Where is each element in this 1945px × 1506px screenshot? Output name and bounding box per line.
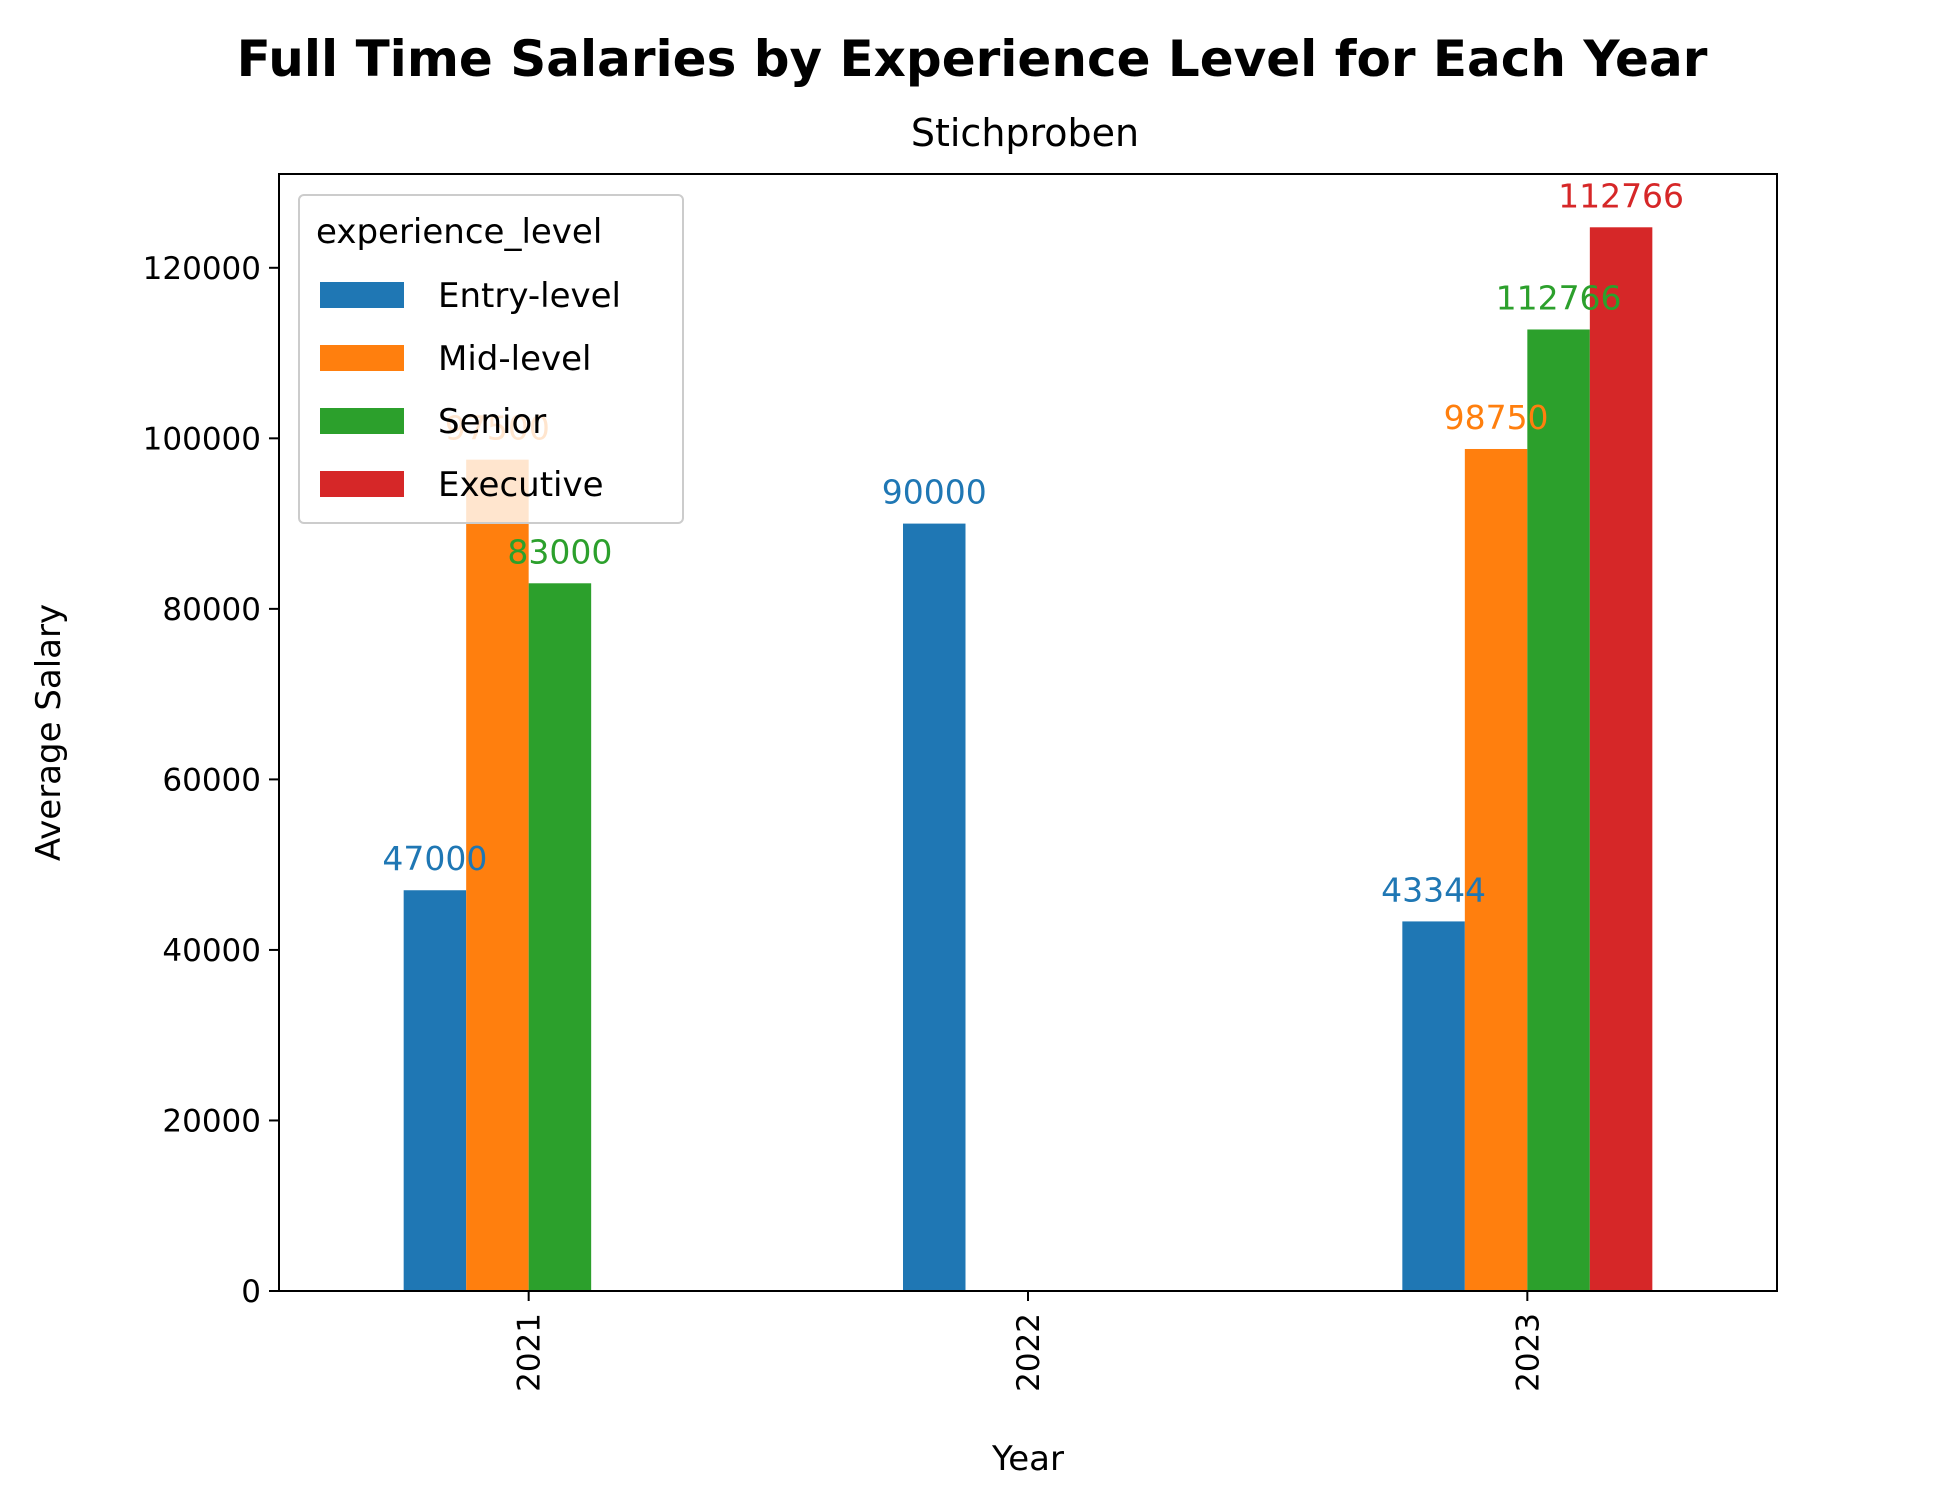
bar-label-senior-2021: 83000: [507, 532, 612, 571]
legend-swatch-senior: [320, 408, 404, 434]
legend-label-mid-level: Mid-level: [438, 339, 591, 379]
x-axis-label: Year: [991, 1439, 1064, 1479]
legend-title: experience_level: [316, 212, 602, 252]
bar-label-executive-2023: 112766: [1558, 176, 1684, 215]
x-tick-label-2021: 2021: [512, 1313, 548, 1392]
bar-entry-level-2023: [1402, 921, 1465, 1291]
legend-label-senior: Senior: [438, 402, 546, 442]
bar-label-senior-2023: 112766: [1496, 278, 1622, 317]
chart-title: Full Time Salaries by Experience Level f…: [237, 30, 1708, 88]
bar-executive-2023: [1589, 227, 1653, 1291]
chart-subtitle: Stichproben: [911, 111, 1139, 155]
y-tick-label-60000: 60000: [162, 762, 261, 798]
bar-label-entry-level-2023: 43344: [1381, 870, 1486, 909]
bar-mid-level-2023: [1464, 448, 1528, 1291]
legend-swatch-executive: [320, 471, 404, 497]
y-axis-label: Average Salary: [29, 604, 69, 861]
bar-mid-level-2021: [466, 459, 529, 1292]
y-tick-label-100000: 100000: [143, 421, 261, 457]
legend-swatch-mid-level: [320, 345, 404, 371]
bar-label-entry-level-2021: 47000: [382, 839, 487, 878]
y-axis: 0 20000 40000 60000 80000 100000 120000: [143, 251, 279, 1310]
y-tick-label-0: 0: [241, 1274, 261, 1310]
legend: experience_level Entry-level Mid-level Seni…: [298, 194, 684, 524]
bar-senior-2021: [528, 583, 592, 1291]
bar-senior-2023: [1527, 329, 1590, 1291]
y-tick-label-40000: 40000: [162, 933, 261, 969]
x-tick-label-2023: 2023: [1510, 1313, 1546, 1392]
y-tick-label-120000: 120000: [143, 251, 261, 287]
bar-entry-level-2022: [903, 523, 966, 1291]
x-axis: 2021 2022 2023: [512, 1291, 1546, 1392]
legend-box: [298, 194, 684, 524]
y-tick-label-80000: 80000: [162, 592, 261, 628]
legend-label-executive: Executive: [438, 465, 604, 505]
y-tick-label-20000: 20000: [162, 1103, 261, 1139]
bars-group: [403, 227, 1653, 1292]
bar-label-entry-level-2022: 90000: [882, 473, 987, 512]
legend-label-entry-level: Entry-level: [438, 276, 621, 316]
legend-swatch-entry-level: [320, 282, 404, 308]
bar-label-mid-level-2023: 98750: [1444, 398, 1549, 437]
bar-entry-level-2021: [403, 890, 467, 1291]
x-tick-label-2022: 2022: [1011, 1313, 1047, 1392]
